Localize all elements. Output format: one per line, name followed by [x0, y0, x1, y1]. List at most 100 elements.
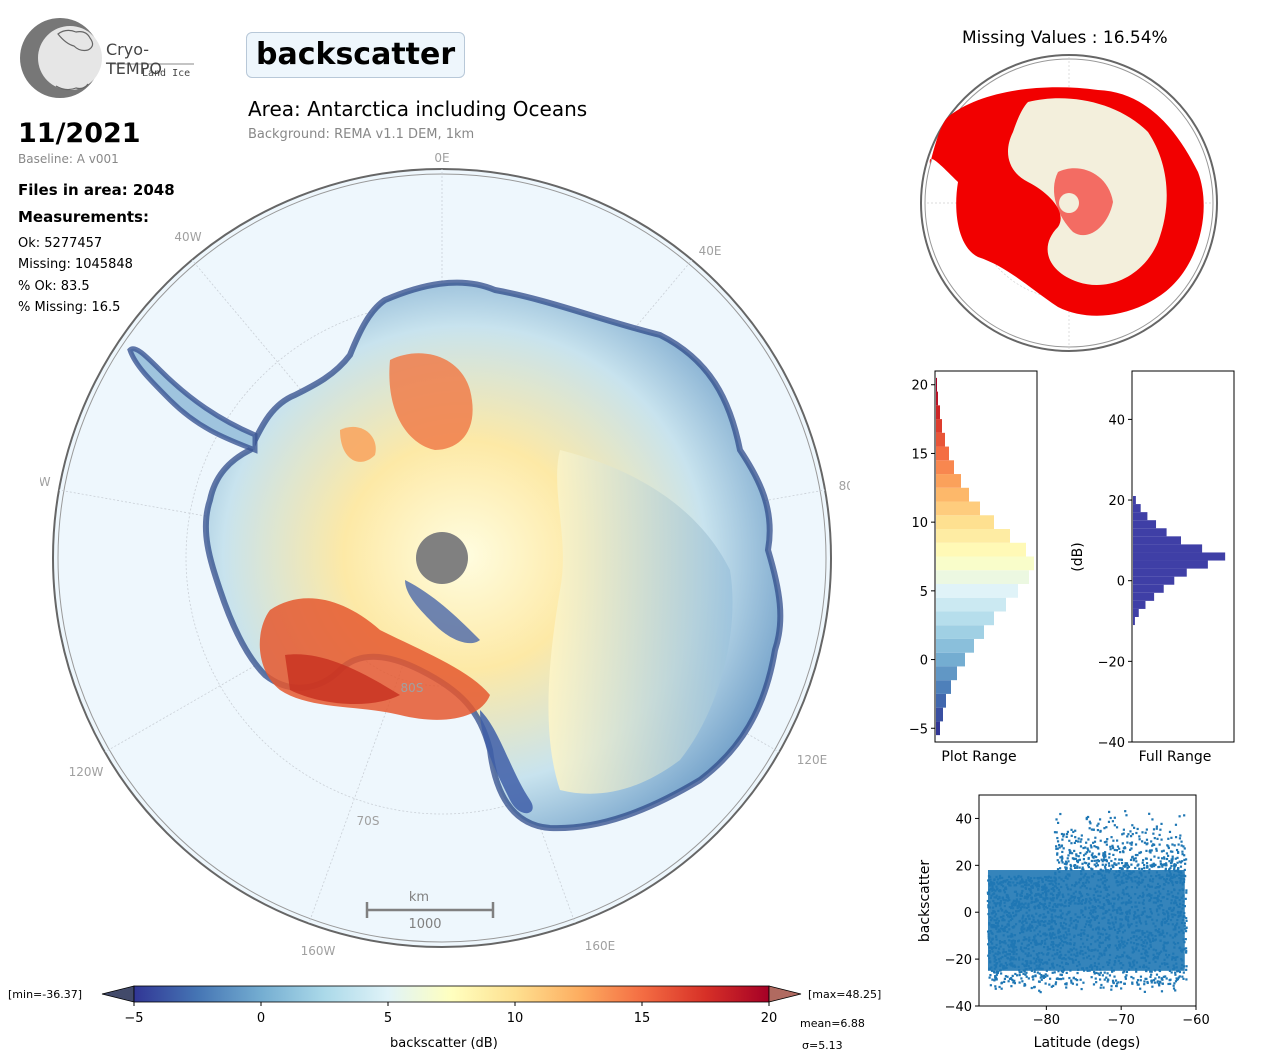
scatter-point — [1110, 988, 1113, 991]
scatter-point — [1129, 858, 1133, 861]
scatter-point — [1054, 983, 1057, 986]
scatter-point — [1018, 971, 1021, 974]
scatter-point — [1064, 868, 1068, 871]
scatter-point — [1003, 977, 1006, 980]
scatter-point — [1090, 859, 1093, 863]
scatter-point — [1109, 848, 1112, 851]
scatter-point — [1102, 858, 1106, 861]
lon-label-120w: 120W — [69, 765, 104, 779]
scatter-point — [1111, 970, 1114, 973]
scatter-point — [1181, 860, 1184, 863]
scatter-point — [1085, 851, 1089, 854]
scatter-point — [993, 979, 996, 982]
scatter-point — [1065, 982, 1068, 985]
scatter-point — [1114, 858, 1117, 861]
scatter-point — [1185, 889, 1188, 892]
scatter-point — [1162, 849, 1165, 852]
scatter-point — [1020, 970, 1023, 973]
scatter-point — [1113, 975, 1116, 978]
scatter-point — [1103, 841, 1107, 844]
scatter-point — [1125, 970, 1129, 974]
scatter-point — [1061, 857, 1064, 860]
scatter-point — [995, 978, 998, 981]
scatter-point — [1170, 971, 1173, 974]
scatter-point — [1135, 860, 1138, 863]
scatter-point — [1183, 847, 1186, 850]
colorbar-under-arrow — [101, 985, 135, 1003]
scatter-point — [1086, 847, 1089, 850]
scatter-xlabel: Latitude (degs) — [1034, 1035, 1141, 1051]
scatter-point — [1011, 978, 1014, 982]
background-note: Background: REMA v1.1 DEM, 1km — [248, 127, 475, 142]
scatter-point — [1143, 990, 1146, 993]
scatter-point — [1184, 875, 1187, 878]
scatter-point — [1185, 978, 1188, 981]
colorbar-over-arrow — [768, 985, 802, 1003]
stat-missing: Missing: 1045848 — [18, 257, 133, 272]
scatter-point — [1160, 822, 1163, 825]
scatter-point — [1178, 975, 1181, 978]
scatter-point — [1165, 862, 1168, 865]
full-range-bar — [1133, 568, 1187, 577]
scatter-point — [1115, 849, 1119, 852]
scatter-point — [1163, 863, 1166, 866]
scatter-xtick-label: −70 — [1107, 1013, 1134, 1028]
scatter-point — [1168, 830, 1172, 834]
scatter-point — [1061, 861, 1064, 864]
plot-range-histogram: 20 15 10 5 0 −5 Plot Range — [909, 370, 1038, 765]
scatter-point — [1099, 986, 1102, 989]
plot-range-xlabel: Plot Range — [941, 749, 1016, 765]
scatter-point — [994, 975, 997, 978]
plot-range-bar — [936, 501, 980, 516]
scatter-point — [1062, 847, 1065, 850]
logo-graphic — [20, 18, 194, 98]
scatter-point — [1099, 978, 1102, 981]
scatter-point — [1157, 983, 1161, 986]
scatter-point — [1162, 863, 1165, 866]
colorbar-sigma: σ=5.13 — [802, 1039, 843, 1052]
plot-range-bar — [936, 721, 940, 736]
scatter-point — [1060, 855, 1064, 858]
scatter-point — [1073, 849, 1076, 852]
plot-range-bar — [936, 583, 1018, 598]
scatter-point — [1120, 861, 1124, 865]
scatter-point — [1183, 858, 1186, 862]
scatter-point — [1181, 853, 1184, 856]
scatter-point — [1177, 976, 1180, 979]
scatter-point — [988, 976, 991, 979]
scatter-point — [1061, 971, 1064, 974]
scatter-point — [1112, 839, 1115, 842]
scatter-point — [1082, 868, 1085, 871]
scatter-point — [1032, 975, 1035, 978]
scatter-point — [1172, 987, 1176, 990]
lon-label-40w: 40W — [174, 230, 201, 244]
scatter-point — [1151, 844, 1154, 847]
scatter-point — [1059, 977, 1063, 981]
colorbar-tick-label: 15 — [634, 1011, 651, 1026]
scatter-point — [1174, 823, 1178, 826]
scatter-point — [1040, 978, 1043, 981]
full-range-bar — [1133, 496, 1136, 505]
scatter-point — [1121, 842, 1124, 845]
plot-range-bar — [936, 432, 945, 447]
scatter-point — [1033, 986, 1036, 989]
scatter-point — [1058, 977, 1061, 981]
scatter-point — [1180, 840, 1183, 843]
scatter-point — [1079, 851, 1082, 855]
scatter-point — [1173, 844, 1176, 847]
scatter-point — [1161, 982, 1164, 985]
scatter-point — [1185, 926, 1188, 930]
scatter-point — [1102, 854, 1105, 857]
scatter-point — [1167, 982, 1170, 986]
scatter-point — [1067, 854, 1070, 857]
scatter-point — [1180, 844, 1183, 847]
scatter-point — [1155, 847, 1158, 850]
scatter-point — [1037, 980, 1041, 983]
scatter-point — [1160, 863, 1163, 866]
scatter-point — [1087, 862, 1091, 865]
scatter-point — [1117, 981, 1120, 984]
scatter-point — [1124, 862, 1127, 865]
scatter-point — [1184, 938, 1187, 941]
scatter-point — [1044, 973, 1047, 976]
full-range-ytick-label: 0 — [1117, 575, 1125, 590]
